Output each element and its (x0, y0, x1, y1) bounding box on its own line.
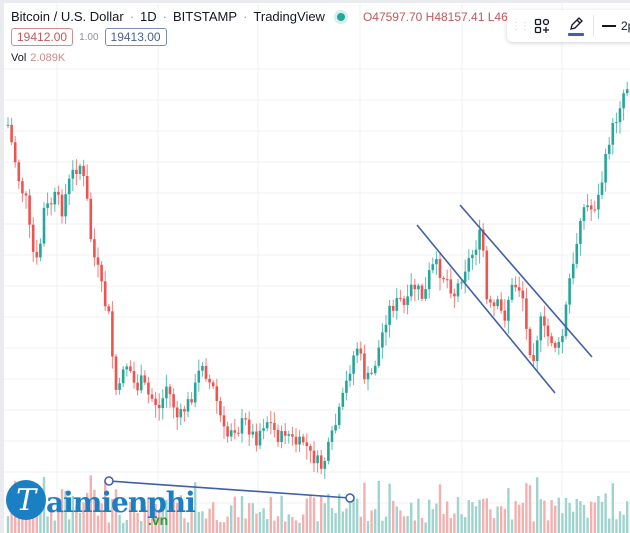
volume-legend[interactable]: Vol 2.089K (11, 52, 65, 64)
left-border (0, 0, 4, 533)
line-width-button[interactable]: 2px (602, 19, 630, 33)
line-color-button[interactable] (559, 10, 593, 42)
watermark-text: aimienphi (46, 486, 196, 519)
drawing-toolbar: ⋮⋮ 2px (507, 10, 630, 42)
spread: 1.00 (79, 31, 99, 43)
interval[interactable]: 1D (140, 9, 157, 24)
pencil-icon (570, 16, 583, 30)
trade-prices: 19412.00 1.00 19413.00 (11, 28, 167, 46)
add-template-button[interactable] (525, 10, 559, 42)
exchange: BITSTAMP (173, 9, 238, 24)
symbol-legend[interactable]: Bitcoin / U.S. Dollar · 1D · BITSTAMP · … (11, 9, 577, 24)
line-color-swatch (568, 32, 584, 36)
drag-handle-icon[interactable]: ⋮⋮ (511, 20, 530, 32)
watermark-tld: .vn (148, 512, 169, 528)
sell-button[interactable]: 19412.00 (11, 28, 74, 46)
template-icon (534, 18, 550, 34)
buy-button[interactable]: 19413.00 (104, 28, 167, 46)
volume-label: Vol (11, 52, 27, 64)
symbol-name: Bitcoin / U.S. Dollar (11, 9, 124, 24)
watermark: T aimienphi .vn (6, 480, 196, 528)
market-status-icon (336, 12, 345, 21)
volume-value: 2.089K (30, 52, 66, 64)
toolbar-divider (593, 15, 594, 37)
line-width-label: 2px (621, 19, 630, 33)
watermark-logo-icon: T (6, 480, 46, 520)
top-border (0, 0, 630, 3)
line-width-icon (602, 25, 616, 27)
source: TradingView (253, 9, 325, 24)
